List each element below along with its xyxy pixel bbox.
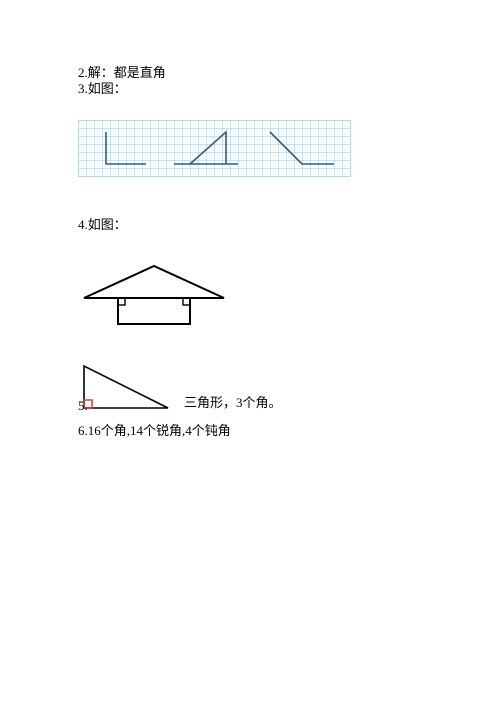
worksheet-page: 2.解：都是直角 3.如图： 4.如图： 5. 三角形，3个角。 6.16个角,… — [0, 0, 500, 708]
question-4-label: 4.如图： — [78, 214, 127, 233]
answer-5: 三角形，3个角。 — [184, 392, 282, 411]
answer-6: 6.16个角,14个锐角,4个钝角 — [78, 420, 231, 439]
question-5-prefix: 5. — [78, 398, 88, 414]
triangle-figure — [78, 360, 174, 418]
grid-angles-figure — [78, 120, 352, 182]
question-3-label: 3.如图： — [78, 78, 127, 97]
house-figure — [74, 258, 234, 334]
